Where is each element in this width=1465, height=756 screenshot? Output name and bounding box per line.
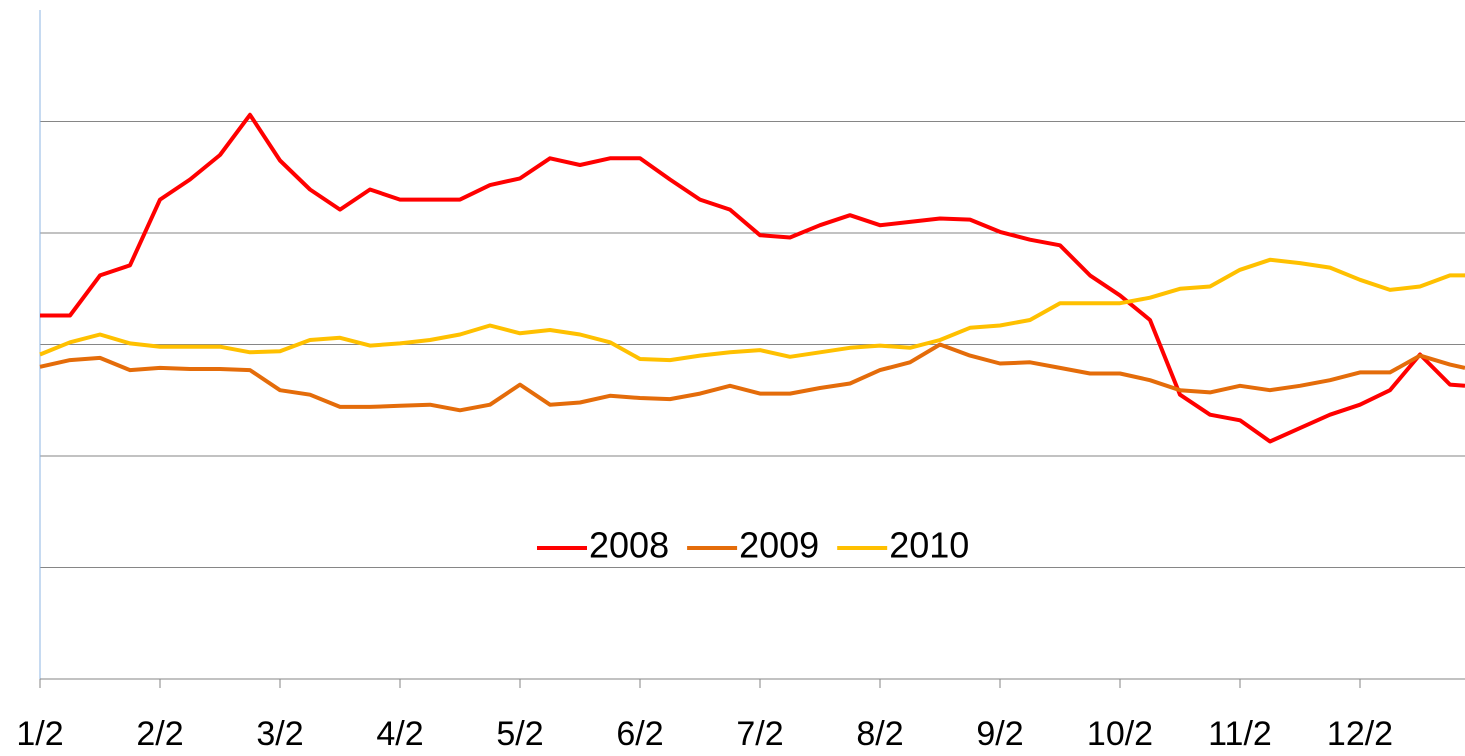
x-tick-label: 1/2: [16, 715, 63, 753]
legend-label: 2008: [589, 525, 669, 566]
legend-label: 2010: [889, 525, 969, 566]
x-tick-label: 5/2: [496, 715, 543, 753]
x-tick-label: 6/2: [616, 715, 663, 753]
x-tick-label: 4/2: [376, 715, 423, 753]
line-series: [39, 257, 1465, 363]
x-tick-label: 9/2: [976, 715, 1023, 753]
x-tick-label: 12/2: [1327, 715, 1393, 753]
x-tick-label: 8/2: [856, 715, 903, 753]
x-tick-label: 11/2: [1208, 715, 1272, 753]
x-tick-label: 3/2: [256, 715, 303, 753]
line-series: [40, 112, 1465, 444]
x-tick-label: 10/2: [1087, 715, 1153, 753]
x-tick-label: 7/2: [736, 715, 783, 753]
x-tick-label: 2/2: [136, 715, 183, 753]
line-series: [39, 342, 1465, 413]
legend-label: 2009: [739, 525, 819, 566]
